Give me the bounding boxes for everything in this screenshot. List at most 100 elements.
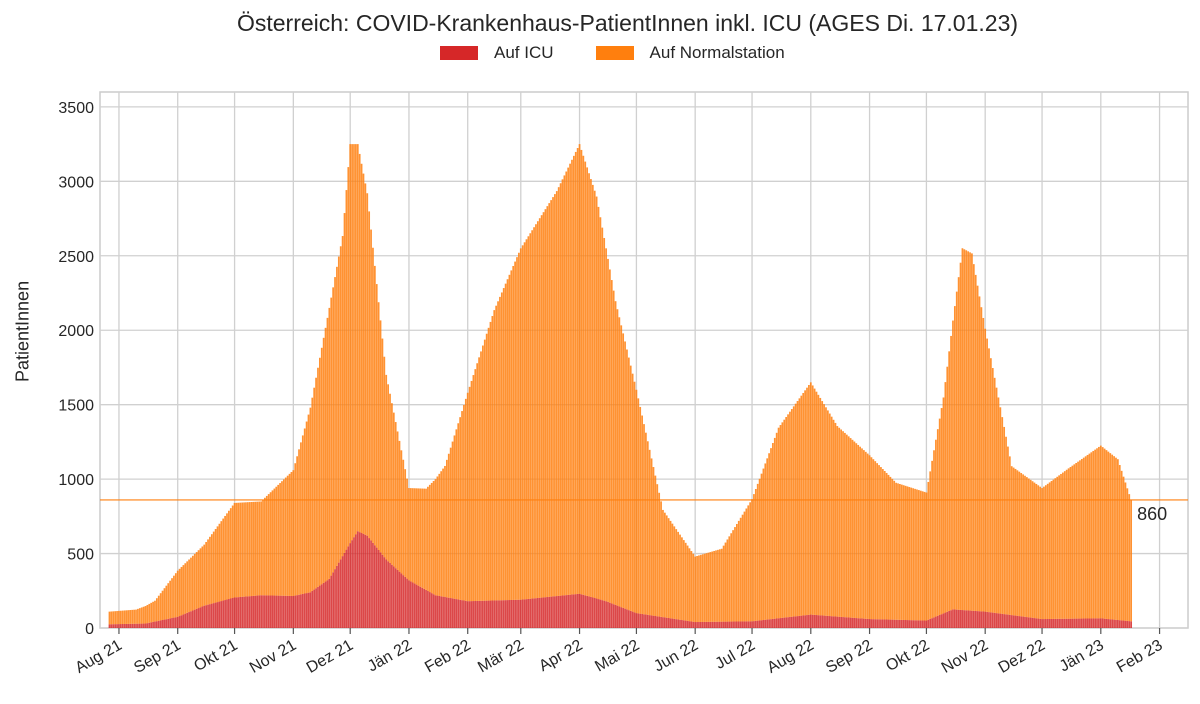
bar-normalstation [586, 167, 589, 596]
bar-normalstation [408, 488, 410, 581]
bar-normalstation [1048, 482, 1051, 619]
bar-icu [415, 584, 418, 628]
bar-normalstation [463, 404, 465, 601]
bar-normalstation [963, 249, 966, 611]
bar-normalstation [929, 471, 932, 619]
bar-icu [518, 599, 520, 628]
bar-normalstation [320, 347, 323, 585]
bar-normalstation [1069, 467, 1072, 619]
bar-icu [938, 614, 941, 628]
bar-normalstation [997, 397, 1000, 614]
bar-icu [1090, 618, 1093, 628]
bar-icu [563, 595, 566, 628]
bar-icu [872, 619, 875, 628]
bar-icu [370, 540, 372, 628]
bar-icu [900, 619, 903, 628]
bar-icu [823, 615, 825, 628]
bar-icu [355, 534, 357, 628]
bar-normalstation [1073, 464, 1076, 619]
bar-normalstation [506, 279, 509, 601]
bar-icu [233, 597, 236, 628]
bar-icu [445, 597, 448, 628]
bar-icu [1018, 616, 1021, 628]
bar-icu [658, 616, 661, 628]
bar-icu [809, 614, 812, 628]
bar-icu [192, 610, 194, 628]
bar-icu [1084, 618, 1087, 628]
bar-normalstation [1014, 468, 1017, 616]
bar-icu [438, 595, 441, 628]
bar-icu [914, 620, 916, 628]
bar-normalstation [974, 274, 977, 611]
bar-normalstation [267, 494, 270, 596]
bar-normalstation [709, 552, 712, 622]
bar-normalstation [844, 432, 846, 618]
bar-icu [1094, 618, 1096, 628]
bar-icu [940, 614, 943, 628]
bar-icu [866, 618, 869, 628]
bar-normalstation [711, 551, 714, 622]
bar-normalstation [935, 439, 937, 617]
bar-icu [627, 610, 630, 628]
bar-icu [298, 594, 300, 628]
legend-item-icu: Auf ICU [440, 43, 554, 63]
bar-icu [923, 620, 926, 628]
bar-normalstation [468, 386, 471, 602]
bar-icu [734, 621, 736, 628]
bar-normalstation [381, 338, 384, 555]
bar-normalstation [275, 486, 278, 596]
bar-normalstation [370, 229, 372, 541]
bar-normalstation [861, 448, 863, 619]
bar-normalstation [1029, 479, 1032, 618]
bar-normalstation [813, 388, 816, 615]
bar-icu [525, 599, 528, 628]
bar-normalstation [391, 403, 393, 565]
bar-icu [825, 615, 827, 628]
bar-icu [468, 601, 471, 628]
bar-icu [417, 585, 420, 628]
bar-normalstation [466, 392, 469, 602]
bar-normalstation [618, 317, 621, 607]
bar-icu [1039, 618, 1042, 628]
bar-normalstation [1124, 482, 1127, 621]
bar-icu [142, 623, 145, 628]
bar-icu [1075, 618, 1078, 628]
bar-normalstation [1084, 456, 1087, 619]
bar-icu [931, 618, 933, 628]
bar-normalstation [838, 427, 841, 617]
bar-normalstation [840, 429, 843, 617]
bar-icu [980, 611, 983, 628]
legend-swatch-icu [440, 46, 478, 60]
bar-icu [751, 621, 753, 628]
bar-normalstation [931, 460, 933, 619]
bar-normalstation [116, 611, 118, 625]
bar-icu [789, 616, 791, 628]
bar-normalstation [872, 459, 875, 620]
bar-icu [483, 600, 486, 628]
bar-normalstation [677, 531, 679, 620]
bar-icu [398, 571, 401, 628]
bar-normalstation [552, 197, 554, 597]
bar-normalstation [174, 573, 177, 618]
bar-normalstation [518, 252, 520, 600]
bar-normalstation [667, 518, 670, 619]
bar-icu [447, 597, 450, 628]
bar-normalstation [737, 520, 740, 622]
bar-icu [470, 601, 473, 628]
bar-normalstation [157, 595, 160, 621]
bar-icu [137, 623, 139, 628]
bar-normalstation [764, 463, 767, 620]
bar-normalstation [1098, 446, 1100, 619]
bar-normalstation [914, 488, 916, 621]
bar-normalstation [787, 414, 789, 618]
bar-normalstation [508, 274, 511, 601]
bar-icu [565, 595, 568, 628]
bar-icu [933, 617, 935, 628]
bar-normalstation [885, 472, 888, 620]
bar-icu [269, 595, 272, 628]
bar-icu [772, 618, 774, 628]
bar-normalstation [502, 288, 505, 601]
bar-icu [320, 584, 323, 628]
bar-normalstation [288, 473, 291, 596]
bar-icu [1120, 620, 1123, 628]
